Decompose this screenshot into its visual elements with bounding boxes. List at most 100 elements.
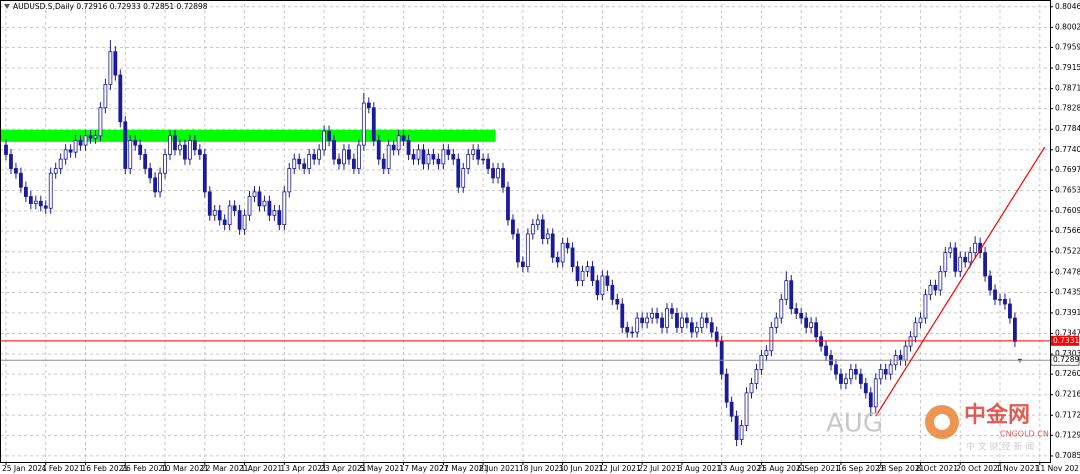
candle-body — [565, 242, 570, 249]
candle-body — [784, 280, 789, 300]
candle-body — [759, 355, 764, 370]
candle-body — [600, 275, 605, 296]
candle-body — [108, 51, 113, 85]
x-tick-label: 13 Aug 2021 — [718, 464, 766, 473]
candle-body — [729, 401, 734, 417]
candle-body — [93, 135, 98, 139]
x-tick-label: 1 Nov 2021 — [996, 464, 1039, 473]
price-label: 0.72898 — [1053, 355, 1080, 364]
candle-body — [958, 256, 963, 272]
candle-body — [361, 102, 366, 146]
candle-body — [23, 186, 28, 197]
candle-body — [366, 102, 371, 109]
x-tick-label: 11 Nov 2021 — [1036, 464, 1080, 473]
candle-body — [640, 317, 645, 324]
candle-body — [804, 317, 809, 328]
candle-body — [327, 130, 331, 141]
candle-body — [545, 233, 550, 240]
x-tick-label: 30 Jun 2021 — [559, 464, 604, 473]
candle-body — [342, 149, 346, 165]
candle-body — [819, 336, 823, 347]
candle-body — [675, 312, 679, 328]
x-tick-label: 12 Jul 2021 — [598, 464, 641, 473]
objects — [0, 129, 496, 142]
candle-body — [192, 140, 197, 151]
watermark-logo: 中金网 — [964, 402, 1030, 428]
candle-body — [173, 135, 177, 151]
candle-body — [764, 350, 769, 356]
candle-body — [888, 364, 893, 375]
candle-body — [178, 144, 182, 151]
candle-body — [4, 144, 8, 155]
candle-body — [118, 74, 123, 123]
candle-body — [858, 373, 863, 384]
candle-body — [401, 135, 406, 141]
candle-body — [928, 284, 933, 296]
candle-body — [863, 383, 868, 394]
candle-body — [814, 322, 819, 338]
candle-body — [744, 392, 749, 426]
x-tick-label: 20 Oct 2021 — [956, 464, 1003, 473]
candle-body — [655, 312, 659, 319]
candle-body — [466, 154, 471, 169]
support-zone — [0, 129, 496, 142]
candle-body — [302, 163, 307, 169]
candle-body — [694, 327, 699, 333]
symbol-icon — [4, 4, 10, 9]
candle-body — [411, 154, 416, 160]
candle-body — [943, 252, 948, 272]
candle-body — [242, 214, 247, 230]
candle-body — [38, 200, 43, 207]
candle-body — [615, 298, 620, 305]
candle-body — [918, 317, 923, 324]
candle-body — [496, 168, 500, 179]
candle-body — [68, 149, 73, 153]
candle-body — [998, 298, 1002, 301]
candle-body — [19, 172, 23, 188]
x-tick-label: 8 Jun 2021 — [479, 464, 520, 473]
candle-body — [968, 252, 973, 263]
candle-body — [14, 168, 18, 174]
candle-body — [883, 369, 888, 375]
candle-body — [809, 322, 814, 328]
candle-body — [625, 327, 630, 333]
candle-body — [724, 373, 729, 403]
candle-body — [247, 196, 252, 216]
candle-body — [262, 200, 267, 207]
candle-body — [58, 158, 63, 169]
candle-body — [714, 331, 719, 342]
candle-body — [282, 191, 287, 225]
candle-body — [297, 158, 302, 165]
x-tick-label: 13 Apr 2021 — [280, 464, 327, 473]
candle-body — [699, 317, 704, 328]
candle-body — [252, 191, 257, 197]
candle-body — [133, 140, 138, 146]
candle-body — [853, 369, 858, 375]
x-tick-label: 26 Feb 2021 — [121, 464, 168, 473]
candle-body — [585, 266, 590, 272]
candle-body — [163, 154, 167, 174]
candle-body — [739, 425, 744, 440]
candle-body — [620, 303, 625, 328]
candle-body — [555, 256, 560, 263]
candle-body — [481, 158, 486, 161]
watermark-text: AUG — [826, 409, 883, 439]
candle-body — [356, 144, 361, 169]
candle-body — [98, 107, 103, 137]
candle-body — [222, 219, 227, 225]
candle-body — [446, 149, 451, 155]
candle-body — [903, 345, 908, 361]
candle-body — [73, 140, 78, 153]
watermark: AUG 中金网 中 文 财 经 新 闻 CNGOLD.CN — [826, 402, 1049, 453]
candle-body — [535, 219, 540, 225]
candle-body — [183, 144, 187, 160]
x-tick-label: 10 Mar 2021 — [161, 464, 209, 473]
candle-body — [103, 83, 108, 109]
candle-body — [197, 149, 202, 155]
